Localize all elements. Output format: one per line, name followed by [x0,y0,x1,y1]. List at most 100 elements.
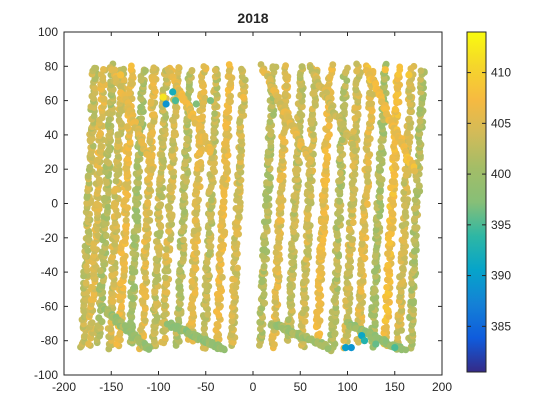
track-point [143,215,151,223]
track-point [336,188,344,196]
track-point [102,168,109,176]
track-point [371,285,378,293]
track-point [222,158,229,166]
track-point [168,220,176,228]
track-point [343,279,351,287]
track-point [350,127,357,135]
track-point [89,142,97,150]
track-point [306,167,313,175]
track-point [81,332,89,340]
highlight-point [342,344,350,352]
track-point [391,139,399,147]
track-point [128,274,136,282]
track-point [82,253,89,260]
track-point [147,98,155,106]
track-point [161,302,169,310]
track-point [383,323,390,331]
track-point [346,225,353,232]
track-point [319,236,327,244]
track-point [333,230,341,238]
track-point [103,232,110,240]
y-tick-label: -100 [34,368,58,382]
track-point [100,95,108,103]
highlight-point [169,88,177,96]
track-point [282,124,289,132]
track-point [298,97,306,105]
track-point [276,216,284,224]
track-point [141,317,149,324]
track-point [323,176,331,184]
track-point [336,197,344,205]
track-point [394,334,402,342]
track-point [338,136,346,144]
track-point [144,199,152,206]
track-point [142,305,149,313]
track-point [175,316,183,324]
track-point [82,262,90,270]
track-point [415,182,423,189]
track-point [86,136,94,144]
track-point [272,310,280,318]
track-point [120,266,128,274]
track-point [199,113,207,120]
track-point [363,200,371,208]
track-point [123,123,131,130]
track-point [158,151,166,159]
track-point [162,310,169,318]
y-tick-label: -60 [41,299,59,313]
x-axis: -200 -150 -100 -50 0 50 100 150 200 [52,32,452,394]
track-point [225,61,233,68]
track-point [416,187,424,195]
track-point [132,234,140,242]
track-point [320,224,328,231]
y-axis: 100 80 60 40 20 0 -20 -40 -60 -80 -100 [34,25,442,382]
track-point [191,244,199,251]
track-point [199,344,207,352]
track-point [227,79,235,87]
track-point [266,118,274,126]
highlight-point [162,100,170,108]
track-point [131,213,139,221]
y-tick-label: -80 [41,334,59,348]
track-point [146,185,153,193]
track-point [114,152,122,160]
track-point [317,264,325,272]
track-point [401,233,409,241]
track-point [200,63,208,70]
track-point [286,282,294,289]
track-point [105,116,113,123]
track-point [410,247,418,255]
track-point [97,129,104,137]
track-point [163,289,171,296]
track-point [358,239,366,247]
track-point [108,265,116,273]
track-point [274,283,282,291]
track-point [97,267,104,275]
x-tick-label: -50 [197,380,215,394]
track-point [219,198,227,206]
track-point [337,169,344,177]
track-point [260,262,268,270]
track-point [398,326,405,334]
arc-point [148,166,156,174]
colorbar-scale [466,31,487,373]
track-point [258,278,266,286]
arc-point [111,66,119,74]
track-point [150,111,158,118]
track-point [157,228,164,236]
highlight-point [391,344,399,352]
track-point [211,66,219,74]
track-point [407,65,415,73]
track-point [100,66,107,73]
highlight-point [347,344,355,352]
track-point [161,126,169,134]
track-point [359,277,367,284]
track-point [353,60,360,68]
track-point [113,233,120,241]
track-point [341,82,349,90]
track-point [351,171,359,178]
track-point [402,220,410,228]
x-tick-label: -200 [52,380,76,394]
track-point [138,115,146,123]
